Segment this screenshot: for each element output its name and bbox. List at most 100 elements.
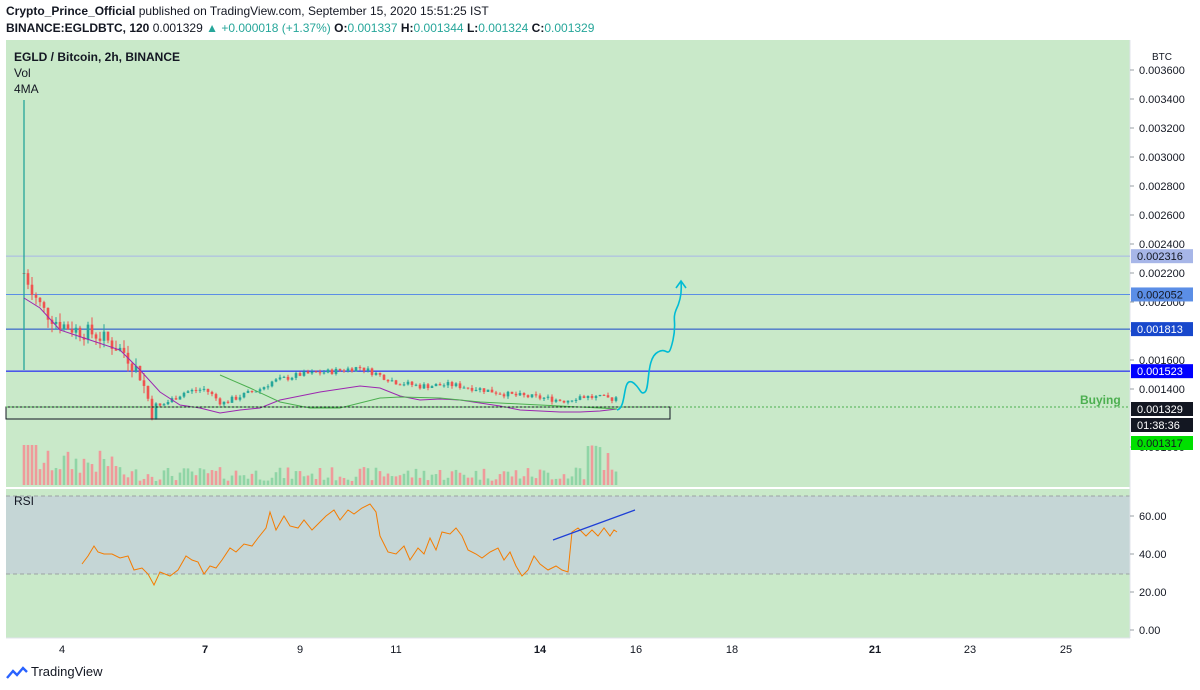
candle-body	[478, 388, 482, 390]
volume-bar	[486, 478, 490, 485]
high-key: H:	[400, 21, 414, 35]
volume-bar	[274, 472, 278, 485]
price-line-tag	[1131, 287, 1193, 302]
rsi-tick-label: 20.00	[1139, 587, 1167, 599]
author-name[interactable]: Crypto_Prince_Official	[6, 4, 136, 18]
candle-body	[202, 388, 206, 390]
candle-body	[586, 395, 590, 399]
vol-legend[interactable]: Vol	[14, 66, 31, 80]
volume-bar	[198, 468, 202, 485]
volume-bar	[586, 446, 590, 485]
candle-body	[426, 384, 430, 389]
volume-bar	[66, 451, 70, 485]
rsi-divergence-line	[552, 509, 636, 541]
price-scale[interactable]	[1130, 40, 1200, 638]
candle-body	[134, 365, 138, 372]
volume-bar	[202, 469, 206, 485]
candle-body	[406, 381, 410, 385]
candle-body	[450, 382, 454, 387]
volume-bar	[142, 478, 146, 485]
volume-bar	[554, 478, 558, 485]
volume-bar	[258, 479, 262, 485]
candle-body	[198, 389, 202, 391]
volume-bar	[418, 477, 422, 485]
candle-body	[582, 396, 586, 399]
candle-body	[550, 396, 554, 402]
time-axis[interactable]	[6, 638, 1130, 660]
candle-body	[122, 347, 126, 353]
price-line-tag	[1131, 322, 1193, 337]
volume-bar	[154, 480, 158, 485]
candle-body	[186, 391, 190, 393]
candle-body	[418, 384, 422, 389]
candle-body	[190, 389, 194, 392]
x-tick-label: 25	[1060, 644, 1072, 656]
volume-bar	[78, 472, 82, 485]
volume-bar	[46, 450, 50, 485]
candle-body	[314, 371, 318, 373]
volume-bar	[50, 470, 54, 485]
rsi-legend[interactable]: RSI	[14, 494, 34, 508]
candle-body	[354, 367, 358, 372]
candle-body	[522, 393, 526, 396]
volume-bar	[378, 471, 382, 485]
ma-line-purple	[23, 297, 618, 414]
volume-bar	[350, 480, 354, 485]
brand-footer[interactable]: TradingView	[31, 664, 103, 679]
candle-body	[250, 391, 254, 393]
chart-legend-title[interactable]: EGLD / Bitcoin, 2h, BINANCE	[14, 50, 180, 64]
candle-body	[570, 400, 574, 402]
volume-bar	[342, 477, 346, 485]
rsi-tick-label: 60.00	[1139, 511, 1167, 523]
volume-bar	[534, 478, 538, 485]
volume-bar	[70, 469, 74, 485]
candle-body	[42, 302, 46, 308]
candle-body	[274, 379, 278, 382]
price-line-tag-text: 0.002052	[1137, 289, 1183, 301]
candle-body	[130, 363, 134, 372]
volume-bar	[262, 480, 266, 485]
close-key: C:	[531, 21, 545, 35]
candle-body	[594, 396, 598, 398]
symbol-label: BINANCE:EGLDBTC, 120	[6, 21, 150, 35]
candle-body	[222, 401, 226, 405]
candle-body	[318, 372, 322, 374]
price-pane[interactable]	[6, 40, 1130, 488]
volume-bar	[390, 476, 394, 485]
close-value: 0.001329	[544, 21, 595, 35]
countdown-text: 01:38:36	[1137, 420, 1180, 432]
volume-bar	[210, 470, 214, 485]
volume-bar	[130, 471, 134, 485]
volume-bar	[222, 478, 226, 485]
candle-body	[66, 324, 70, 330]
candle-body	[254, 391, 258, 393]
volume-bar	[598, 447, 602, 485]
candle-body	[298, 373, 302, 376]
candle-body	[442, 385, 446, 387]
candle-body	[462, 387, 466, 389]
x-tick-label: 18	[726, 644, 738, 656]
candle-body	[578, 396, 582, 400]
candle-body	[506, 391, 510, 397]
volume-bar	[110, 456, 114, 485]
candle-body	[286, 376, 290, 380]
volume-bar	[206, 473, 210, 485]
volume-bar	[114, 466, 118, 485]
last-price-label: 0.001329	[152, 21, 203, 35]
ma-legend[interactable]: 4MA	[14, 82, 39, 96]
candle-body	[402, 384, 406, 386]
price-chart[interactable]: BTC 0.003600 0.003400 0.003200 0.003000 0.00…	[0, 40, 1200, 660]
x-tick-label: 14	[534, 644, 547, 656]
volume-bar	[42, 462, 46, 485]
candle-body	[94, 334, 98, 339]
volume-bar	[374, 467, 378, 485]
low-value: 0.001324	[478, 21, 529, 35]
candle-body	[438, 384, 442, 386]
candle-body	[554, 399, 558, 402]
candle-body	[498, 393, 502, 395]
volume-bar	[446, 477, 450, 485]
y-tick-label: 0.003200	[1139, 123, 1185, 135]
volume-bar	[302, 476, 306, 485]
volume-bar	[414, 468, 418, 485]
y-tick-label: 0.002200	[1139, 268, 1185, 280]
